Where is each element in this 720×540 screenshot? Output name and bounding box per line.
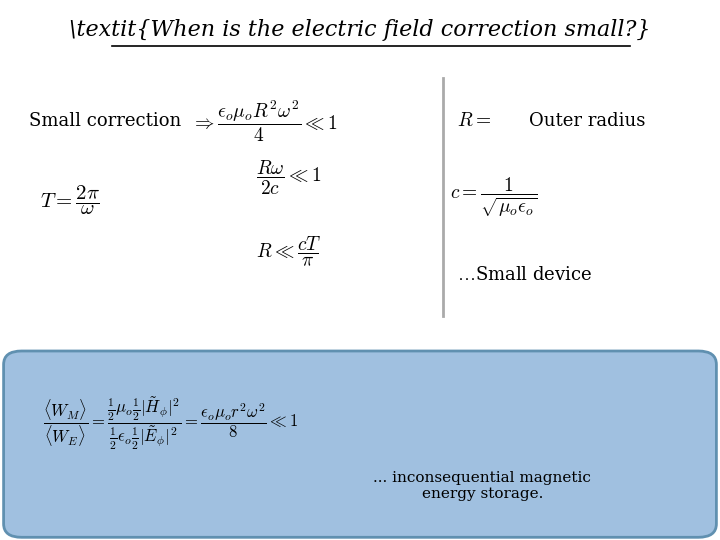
Text: ... inconsequential magnetic
energy storage.: ... inconsequential magnetic energy stor… (374, 471, 591, 501)
Text: \textit{When is the electric field correction small?}: \textit{When is the electric field corre… (69, 19, 651, 40)
Text: $R =$: $R =$ (457, 112, 492, 131)
Text: $\Rightarrow \dfrac{\epsilon_o \mu_o R^2 \omega^2}{4} \ll 1$: $\Rightarrow \dfrac{\epsilon_o \mu_o R^2… (191, 99, 338, 144)
Text: $\dfrac{\langle W_M \rangle}{\langle W_E \rangle} = \dfrac{\frac{1}{2}\mu_o \fra: $\dfrac{\langle W_M \rangle}{\langle W_E… (43, 396, 299, 452)
Text: $c = \dfrac{1}{\sqrt{\mu_o \epsilon_o}}$: $c = \dfrac{1}{\sqrt{\mu_o \epsilon_o}}$ (450, 176, 538, 219)
FancyBboxPatch shape (4, 351, 716, 537)
Text: $T = \dfrac{2\pi}{\omega}$: $T = \dfrac{2\pi}{\omega}$ (40, 183, 99, 217)
Text: Outer radius: Outer radius (529, 112, 646, 131)
Text: $\ldots$Small device: $\ldots$Small device (457, 266, 593, 285)
Text: $R \ll \dfrac{cT}{\pi}$: $R \ll \dfrac{cT}{\pi}$ (256, 234, 321, 268)
Text: Small correction: Small correction (29, 112, 181, 131)
Text: $\dfrac{R\omega}{2c} \ll 1$: $\dfrac{R\omega}{2c} \ll 1$ (256, 159, 321, 197)
